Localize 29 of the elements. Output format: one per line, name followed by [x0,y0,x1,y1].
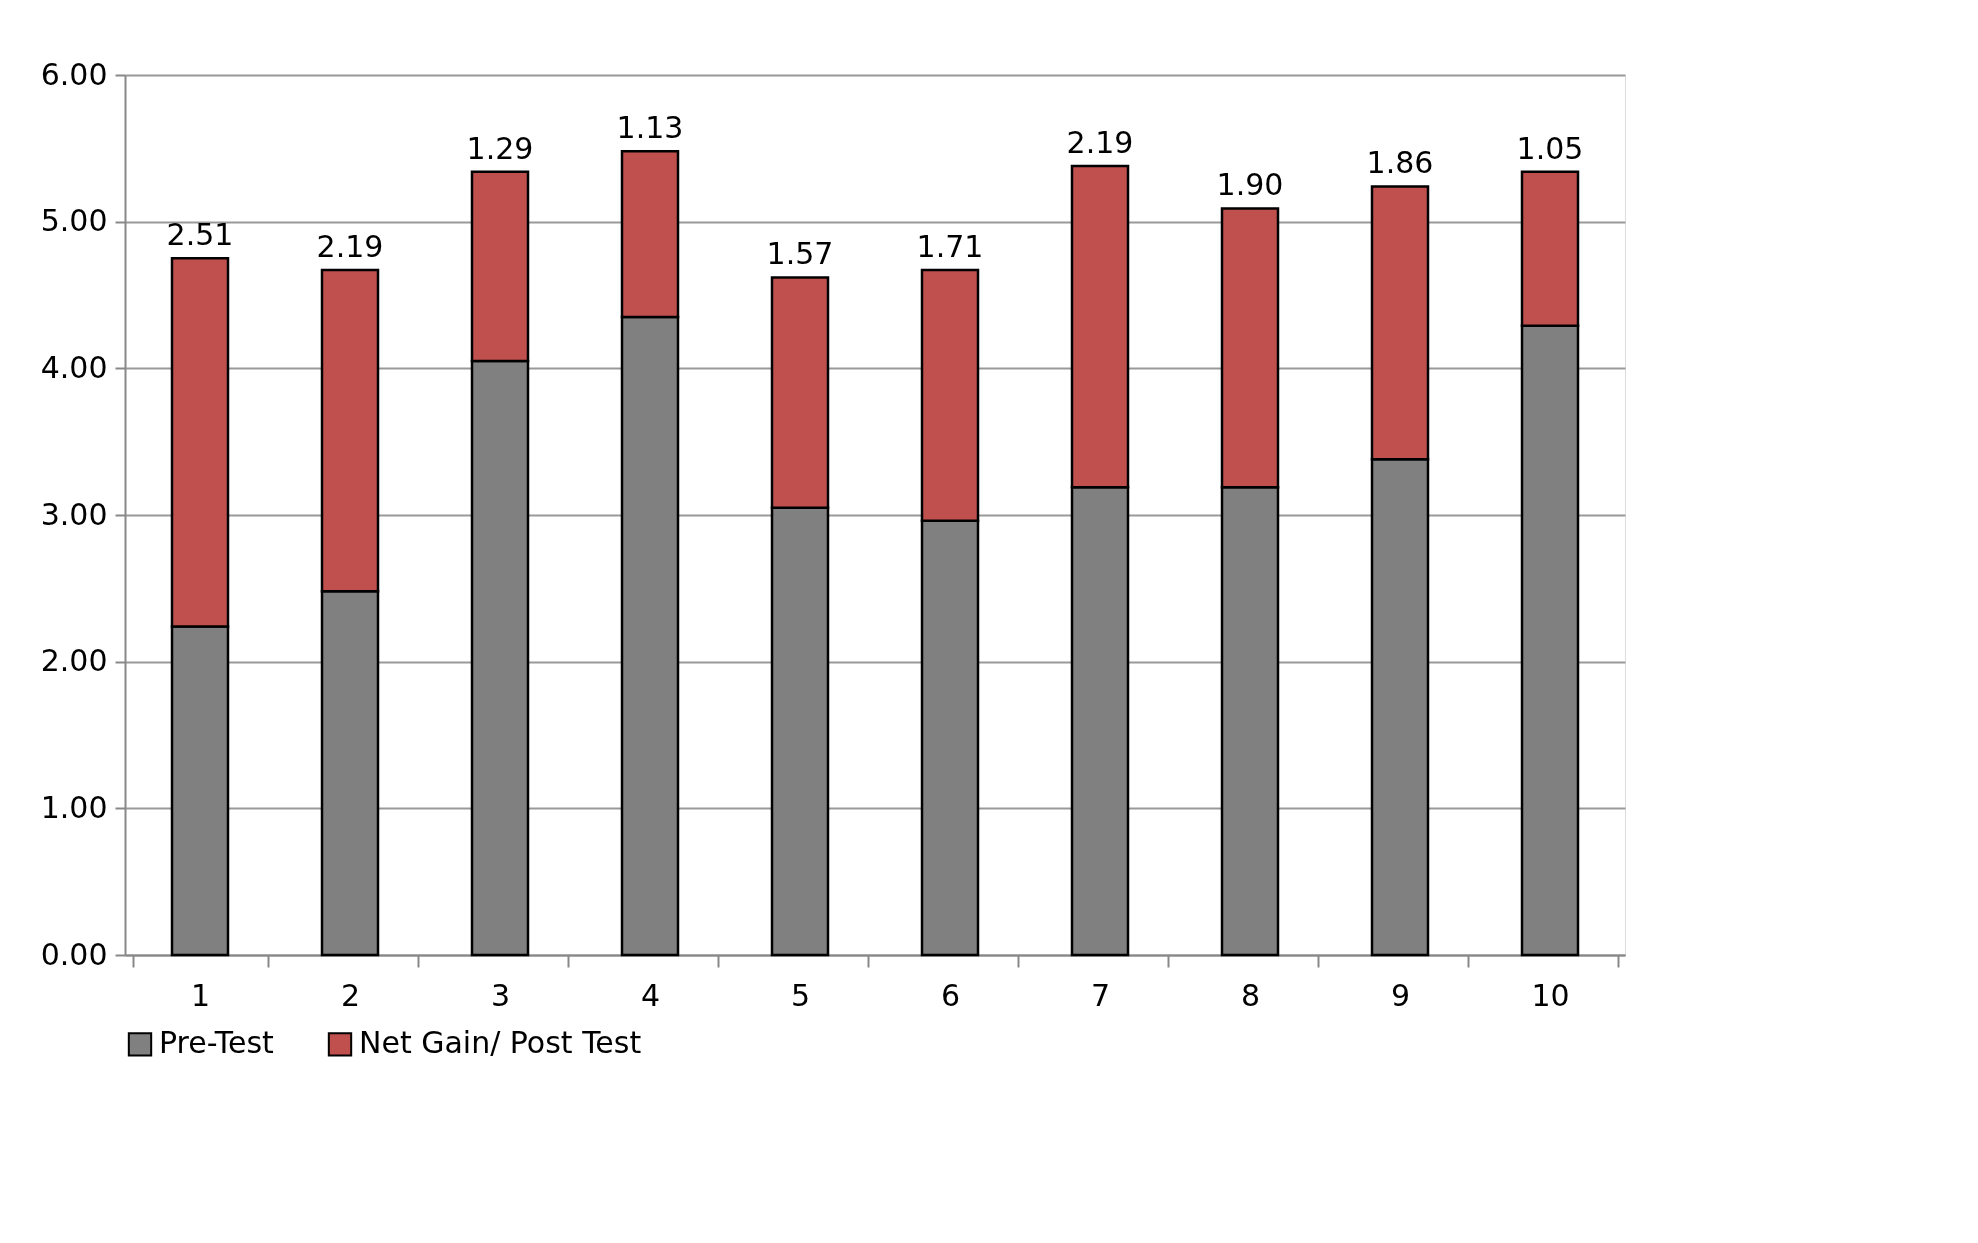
x-tick-label: 9 [1390,977,1411,1013]
x-tick-label: 4 [640,977,661,1013]
data-label: 2.51 [166,217,234,253]
data-label: 2.19 [316,229,384,265]
legend-label: Net Gain/ Post Test [359,1025,642,1061]
data-label: 2.19 [1066,124,1134,160]
y-tick-label: 6.00 [40,56,108,92]
x-tick-label: 2 [340,977,361,1013]
data-label: 1.71 [916,229,984,265]
legend-label: Pre-Test [159,1025,275,1061]
data-label: 1.90 [1216,167,1284,203]
y-tick-label: 1.00 [40,789,108,825]
x-tick-label: 5 [790,977,811,1013]
data-label: 1.86 [1366,145,1434,181]
x-tick-label: 10 [1531,977,1570,1013]
y-tick-label: 5.00 [40,203,108,239]
y-tick-label: 4.00 [40,349,108,385]
x-tick-label: 6 [940,977,961,1013]
data-label: 1.13 [616,110,684,146]
x-tick-label: 8 [1240,977,1261,1013]
x-tick-label: 7 [1090,977,1111,1013]
y-tick-label: 2.00 [40,643,108,679]
data-label: 1.57 [766,236,834,272]
x-tick-label: 1 [190,977,211,1013]
y-tick-label: 0.00 [40,936,108,972]
data-label: 1.05 [1516,130,1584,166]
x-tick-label: 3 [490,977,511,1013]
data-label: 1.29 [466,130,534,166]
y-tick-label: 3.00 [40,496,108,532]
